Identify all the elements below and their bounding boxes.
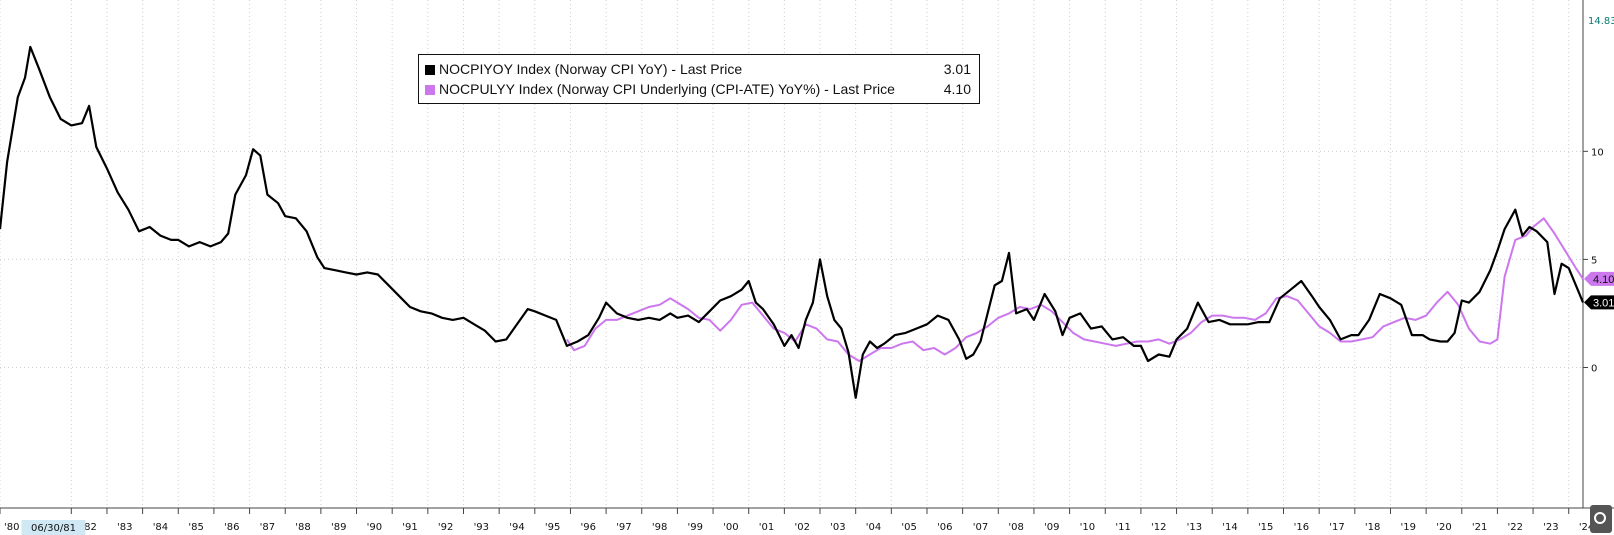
x-tick-label: '17 bbox=[1329, 522, 1344, 533]
x-tick-label: '86 bbox=[224, 522, 239, 533]
badge-shape bbox=[1584, 271, 1614, 286]
y-tick-label: 10 bbox=[1591, 147, 1604, 158]
chart-options-button[interactable] bbox=[1590, 505, 1612, 533]
x-tick-label: '14 bbox=[1222, 522, 1237, 533]
legend-value: 4.10 bbox=[943, 81, 971, 97]
x-tick-label: '88 bbox=[295, 522, 310, 533]
x-tick-label: '23 bbox=[1543, 522, 1558, 533]
x-tick-label: '93 bbox=[474, 522, 489, 533]
x-axis: '80 '82 '83 '84 '85 '86 '87 '88 '89 '90 '91 '92 '93 '… bbox=[0, 508, 1594, 535]
x-tick-label: '09 bbox=[1044, 522, 1059, 533]
legend-item-nocpiyoy: NOCPIYOY Index (Norway CPI YoY) - Last P… bbox=[425, 60, 971, 80]
y-top-tick-label: 14.83 bbox=[1588, 16, 1614, 27]
x-tick-label: '04 bbox=[866, 522, 881, 533]
x-tick-label: '85 bbox=[188, 522, 203, 533]
x-tick-label: '21 bbox=[1472, 522, 1487, 533]
badge-shape bbox=[1584, 295, 1614, 310]
x-tick-label: '06 bbox=[937, 522, 952, 533]
badge-value: 4.10 bbox=[1593, 274, 1614, 286]
highlight-date-bg bbox=[21, 520, 86, 535]
x-tick-label: '92 bbox=[438, 522, 453, 533]
x-tick-label: '18 bbox=[1365, 522, 1380, 533]
x-tick-label: '13 bbox=[1187, 522, 1202, 533]
y-tick-label: 0 bbox=[1591, 363, 1597, 374]
x-tick-label: '99 bbox=[687, 522, 702, 533]
legend-label: NOCPULYY Index (Norway CPI Underlying (C… bbox=[439, 81, 895, 97]
highlight-date-label: 06/30/81 bbox=[31, 523, 76, 534]
x-tick-label: '15 bbox=[1258, 522, 1273, 533]
plot-frame bbox=[0, 0, 1614, 509]
x-tick-label: '01 bbox=[759, 522, 774, 533]
x-tick-label: '82 bbox=[81, 522, 96, 533]
last-value-badges: 3.01 4.10 bbox=[1584, 271, 1614, 310]
legend-swatch bbox=[425, 65, 435, 75]
x-tick-label: '16 bbox=[1294, 522, 1309, 533]
x-tick-label: '90 bbox=[367, 522, 382, 533]
options-icon bbox=[1594, 512, 1606, 524]
x-tick-label: '97 bbox=[616, 522, 631, 533]
x-tick-label: '83 bbox=[117, 522, 132, 533]
legend: NOCPIYOY Index (Norway CPI YoY) - Last P… bbox=[418, 54, 980, 104]
y-axis: 0 5 10 14.83 bbox=[1583, 16, 1614, 374]
x-tick-label: '84 bbox=[153, 522, 168, 533]
series-line-nocpiyoy bbox=[0, 45, 1585, 399]
series-line-nocpulyy bbox=[566, 217, 1584, 362]
x-tick-label: '02 bbox=[794, 522, 809, 533]
x-tick-label: '96 bbox=[581, 522, 596, 533]
x-tick-label: '80 bbox=[4, 522, 19, 533]
x-tick-label: '89 bbox=[331, 522, 346, 533]
x-tick-label: '24 bbox=[1579, 522, 1594, 533]
legend-value: 3.01 bbox=[943, 61, 971, 77]
x-tick-label: '94 bbox=[509, 522, 524, 533]
legend-swatch bbox=[425, 85, 435, 95]
x-tick-label: '12 bbox=[1151, 522, 1166, 533]
x-tick-label: '22 bbox=[1508, 522, 1523, 533]
legend-item-nocpulyy: NOCPULYY Index (Norway CPI Underlying (C… bbox=[425, 80, 971, 100]
x-tick-label: '10 bbox=[1080, 522, 1095, 533]
x-tick-label: '07 bbox=[973, 522, 988, 533]
x-tick-label: '95 bbox=[545, 522, 560, 533]
x-tick-label: '03 bbox=[830, 522, 845, 533]
series-layer bbox=[0, 45, 1585, 399]
badge-value: 3.01 bbox=[1593, 297, 1614, 309]
x-tick-label: '11 bbox=[1115, 522, 1130, 533]
x-tick-label: '08 bbox=[1008, 522, 1023, 533]
x-tick-label: '05 bbox=[901, 522, 916, 533]
badge-nocpiyoy: 3.01 bbox=[1584, 295, 1614, 310]
x-tick-label: '00 bbox=[723, 522, 738, 533]
x-tick-label: '20 bbox=[1436, 522, 1451, 533]
legend-label: NOCPIYOY Index (Norway CPI YoY) - Last P… bbox=[439, 61, 743, 77]
x-tick-label: '91 bbox=[402, 522, 417, 533]
x-tick-label: '87 bbox=[260, 522, 275, 533]
y-tick-label: 5 bbox=[1591, 255, 1597, 266]
badge-nocpulyy: 4.10 bbox=[1584, 271, 1614, 286]
x-tick-label: '19 bbox=[1401, 522, 1416, 533]
x-tick-label: '98 bbox=[652, 522, 667, 533]
